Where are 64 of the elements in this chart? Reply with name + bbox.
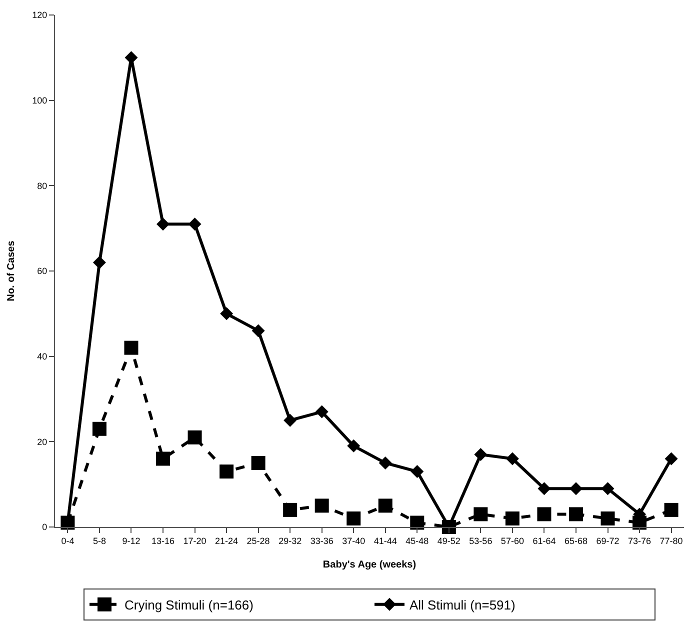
point (156, 452, 170, 466)
x-tick-label: 57-60 (500, 536, 524, 546)
point (664, 502, 678, 517)
x-tick-label: 49-52 (437, 536, 460, 546)
point (346, 511, 361, 526)
y-tick-label: 0 (42, 522, 48, 532)
y-tick-label: 60 (37, 266, 48, 276)
point (410, 465, 424, 478)
point (474, 507, 488, 522)
legend-label: All Stimuli (n=591) (410, 597, 516, 612)
point (92, 256, 106, 269)
x-tick-label: 33-36 (310, 536, 334, 546)
point (347, 439, 360, 452)
point (568, 507, 583, 522)
point (601, 482, 614, 496)
point (188, 218, 202, 231)
x-tick-label: 73-76 (628, 536, 652, 546)
x-tick-label: 21-24 (215, 536, 238, 546)
point (315, 405, 328, 418)
point (474, 448, 488, 461)
x-tick-label: 9-12 (122, 536, 140, 546)
x-tick-label: 61-64 (532, 536, 556, 546)
x-tick-label: 29-32 (278, 536, 302, 546)
point (188, 430, 202, 444)
x-axis-title: Baby's Age (weeks) (322, 559, 416, 570)
y-tick-label: 40 (37, 351, 48, 362)
point (220, 464, 234, 479)
point (252, 324, 265, 338)
point (378, 498, 392, 513)
point (506, 452, 519, 466)
x-tick-label: 53-56 (469, 536, 492, 546)
point (314, 498, 329, 513)
x-tick-label: 17-20 (183, 536, 206, 546)
point (664, 452, 678, 466)
point (505, 511, 520, 526)
point (220, 307, 234, 320)
point (600, 511, 615, 526)
x-tick-label: 69-72 (596, 536, 620, 546)
point (251, 456, 266, 470)
point (156, 218, 170, 231)
point (569, 482, 582, 496)
y-tick-label: 80 (37, 180, 48, 191)
point (410, 516, 424, 530)
y-tick-label: 120 (32, 10, 48, 20)
x-tick-label: 37-40 (342, 536, 366, 546)
legend-label: Crying Stimuli (n=166) (124, 597, 254, 612)
x-tick-label: 65-68 (564, 536, 588, 546)
y-tick-label: 100 (32, 95, 48, 106)
x-tick-label: 25-28 (246, 536, 270, 546)
point (283, 502, 298, 517)
y-tick-label: 20 (37, 436, 48, 447)
point (92, 422, 106, 436)
x-tick-label: 0-4 (61, 536, 74, 546)
point (538, 482, 551, 496)
point (124, 340, 138, 355)
point (378, 456, 392, 470)
x-tick-label: 13-16 (151, 536, 175, 546)
x-tick-label: 45-48 (406, 536, 429, 546)
point (284, 414, 297, 427)
x-tick-label: 77-80 (660, 536, 683, 546)
y-axis-title: No. of Cases (6, 240, 18, 302)
x-tick-label: 5-8 (92, 536, 106, 546)
point (537, 507, 552, 522)
x-tick-label: 41-44 (374, 536, 397, 546)
